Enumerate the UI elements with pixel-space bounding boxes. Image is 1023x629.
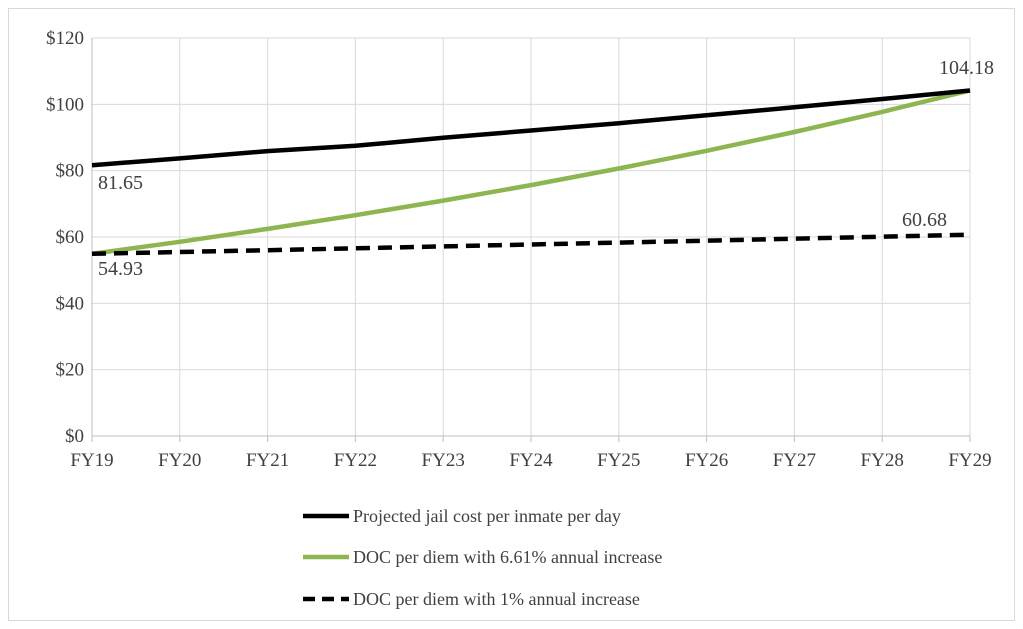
- x-tick-label: FY20: [158, 450, 201, 471]
- legend: Projected jail cost per inmate per day DO…: [303, 506, 662, 609]
- legend-label-doc1: DOC per diem with 1% annual increase: [353, 589, 640, 609]
- x-tick-label: FY24: [509, 450, 553, 471]
- series-line-jail: [91, 88, 971, 168]
- series-layer: [91, 88, 971, 257]
- grid-layer: [92, 37, 971, 436]
- chart-frame: [8, 8, 1015, 621]
- legend-label-doc661: DOC per diem with 6.61% annual increase: [353, 547, 662, 567]
- y-tick-label: $0: [65, 426, 84, 447]
- data-label-jail-fy19: 81.65: [98, 172, 143, 194]
- x-tick-label: FY22: [334, 450, 377, 471]
- x-tick-label: FY27: [773, 450, 816, 471]
- axis-layer: $0 $20 $40 $60 $80 $100 $120 FY19 FY20 FY21 FY22 FY…: [46, 28, 992, 471]
- x-tick-label: FY23: [422, 450, 465, 471]
- series-line-doc661: [91, 88, 971, 257]
- legend-label-jail: Projected jail cost per inmate per day: [353, 506, 621, 526]
- x-tick-label: FY25: [597, 450, 640, 471]
- x-tick-label: FY19: [70, 450, 113, 471]
- y-tick-label: $40: [56, 293, 85, 314]
- y-tick-label: $80: [56, 161, 85, 182]
- y-tick-label: $60: [56, 227, 85, 248]
- annotation-layer: 81.65 54.93 104.18 60.68: [98, 57, 994, 280]
- data-label-doc-fy19: 54.93: [98, 258, 143, 280]
- y-tick-label: $100: [46, 94, 84, 115]
- x-tick-label: FY28: [861, 450, 904, 471]
- x-tick-label: FY26: [685, 450, 728, 471]
- x-tick-label: FY21: [246, 450, 289, 471]
- x-tick-label: FY29: [948, 450, 991, 471]
- y-tick-label: $20: [56, 360, 85, 381]
- series-line-doc1: [91, 232, 971, 257]
- y-tick-label: $120: [46, 28, 84, 49]
- data-label-doc1-fy29: 60.68: [902, 209, 947, 231]
- data-label-fy29-end: 104.18: [939, 57, 994, 79]
